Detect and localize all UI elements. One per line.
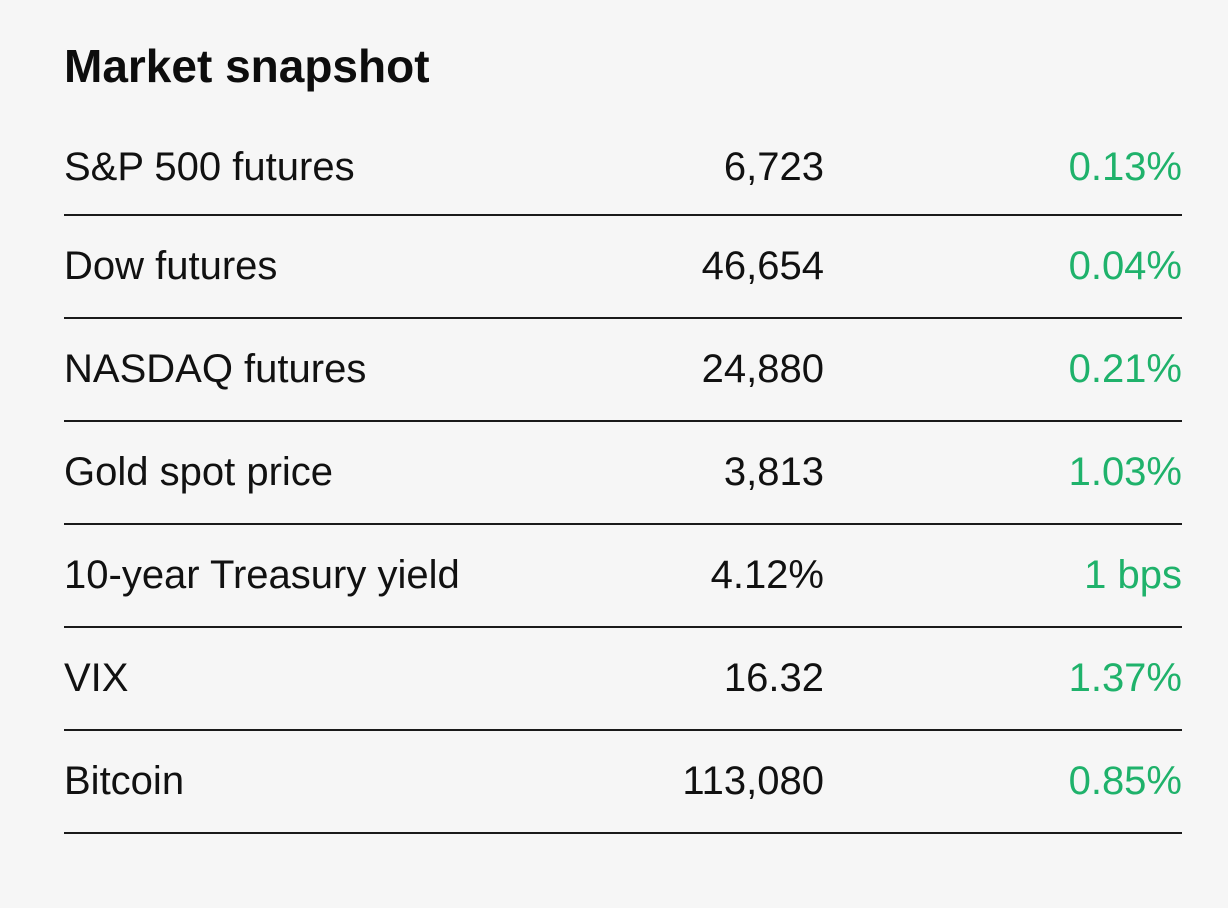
row-name: 10-year Treasury yield bbox=[64, 553, 460, 597]
table-row: 10-year Treasury yield 4.12% 1 bps bbox=[64, 525, 1182, 628]
row-name: S&P 500 futures bbox=[64, 144, 355, 189]
row-name: VIX bbox=[64, 656, 129, 700]
table-row: VIX 16.32 1.37% bbox=[64, 628, 1182, 731]
row-name: Gold spot price bbox=[64, 450, 334, 494]
row-value: 24,880 bbox=[701, 347, 824, 391]
row-change: 1 bps bbox=[1084, 553, 1182, 597]
row-value: 6,723 bbox=[723, 144, 824, 189]
market-snapshot: Market snapshot S&P 500 futures 6,723 0.… bbox=[64, 0, 1182, 834]
row-name: NASDAQ futures bbox=[64, 347, 367, 391]
row-change: 0.04% bbox=[1068, 244, 1182, 288]
table-row: Gold spot price 3,813 1.03% bbox=[64, 422, 1182, 525]
row-name: Bitcoin bbox=[64, 759, 185, 803]
row-value: 16.32 bbox=[723, 656, 824, 700]
row-value: 4.12% bbox=[710, 553, 824, 597]
market-table: S&P 500 futures 6,723 0.13% Dow futures … bbox=[64, 120, 1182, 834]
row-name: Dow futures bbox=[64, 244, 278, 288]
row-change: 1.03% bbox=[1068, 450, 1182, 494]
row-value: 46,654 bbox=[701, 244, 824, 288]
page-title: Market snapshot bbox=[64, 40, 430, 92]
row-change: 0.13% bbox=[1068, 144, 1182, 189]
row-value: 3,813 bbox=[723, 450, 824, 494]
table-row: NASDAQ futures 24,880 0.21% bbox=[64, 319, 1182, 422]
table-row: Dow futures 46,654 0.04% bbox=[64, 216, 1182, 319]
table-row: S&P 500 futures 6,723 0.13% bbox=[64, 120, 1182, 216]
row-value: 113,080 bbox=[682, 759, 824, 803]
row-change: 0.85% bbox=[1068, 759, 1182, 803]
row-change: 0.21% bbox=[1068, 347, 1182, 391]
row-change: 1.37% bbox=[1068, 656, 1182, 700]
table-row: Bitcoin 113,080 0.85% bbox=[64, 731, 1182, 834]
